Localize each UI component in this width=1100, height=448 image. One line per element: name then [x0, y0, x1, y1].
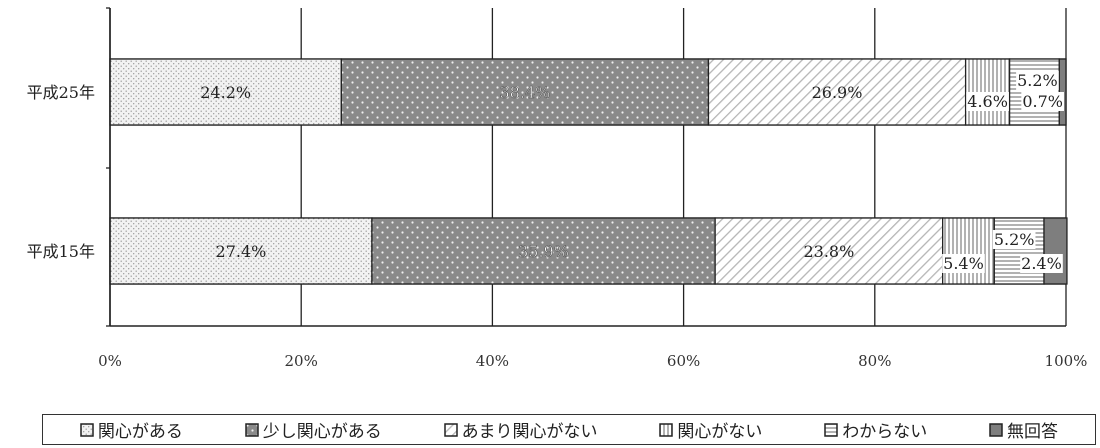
- legend: 関心がある 少し関心がある あまり関心がない 関心がない わからない 無回答: [42, 414, 1096, 445]
- data-label: 27.4%: [216, 242, 267, 261]
- category-label: 平成15年: [27, 242, 95, 261]
- legend-label: 関心がない: [677, 422, 763, 442]
- legend-swatch: [443, 422, 458, 437]
- legend-item: 無回答: [989, 417, 1058, 442]
- data-label-background: [966, 92, 1009, 111]
- data-label: 24.2%: [200, 83, 251, 102]
- data-label: 2.4%: [1021, 254, 1062, 273]
- x-tick-label: 20%: [285, 352, 318, 370]
- legend-swatch: [659, 422, 674, 437]
- bar-segment: [1043, 217, 1068, 285]
- bar-segment: [340, 58, 710, 126]
- legend-swatch: [989, 422, 1003, 437]
- legend-item: 関心がある: [80, 417, 183, 442]
- x-tick-label: 0%: [98, 352, 122, 370]
- data-label: 26.9%: [812, 83, 863, 102]
- data-labels: 24.2% 38.4% 26.9% 4.6% 5.2% 0.7% 27.4% 35.9% 23.…: [200, 71, 1064, 273]
- data-label: 5.4%: [943, 254, 984, 273]
- legend-item: わからない: [824, 417, 927, 442]
- bars: [109, 58, 1068, 285]
- data-label: 35.9%: [518, 242, 569, 261]
- x-tick-label: 80%: [858, 352, 891, 370]
- legend-label: あまり関心がない: [461, 422, 598, 442]
- legend-swatch: [824, 422, 838, 437]
- legend-item: 関心がない: [659, 417, 762, 442]
- x-tick-label: 40%: [476, 352, 509, 370]
- legend-item: 少し関心がある: [244, 417, 382, 442]
- x-tick-label: 100%: [1045, 352, 1088, 370]
- data-label-background: [1020, 254, 1063, 273]
- legend-swatch: [80, 422, 94, 437]
- bar-segment: [993, 217, 1045, 285]
- legend-item: あまり関心がない: [443, 417, 598, 442]
- bar-segment: [371, 217, 716, 285]
- category-label: 平成25年: [27, 83, 95, 102]
- data-label: 38.4%: [499, 83, 550, 102]
- data-label: 5.2%: [1017, 71, 1058, 90]
- data-label: 5.2%: [994, 230, 1035, 249]
- x-tick-label: 60%: [667, 352, 700, 370]
- data-label: 23.8%: [803, 242, 854, 261]
- legend-swatch: [244, 422, 259, 437]
- bar-segment: [707, 58, 967, 126]
- data-label-background: [942, 254, 985, 273]
- bar-segment: [714, 217, 944, 285]
- data-label-background: [1016, 71, 1059, 90]
- legend-label: 無回答: [1007, 422, 1059, 442]
- data-label: 0.7%: [1022, 92, 1063, 111]
- legend-label: 関心がある: [97, 422, 183, 442]
- data-label-background: [1021, 92, 1064, 111]
- data-label: 4.6%: [967, 92, 1008, 111]
- data-label-background: [992, 230, 1036, 249]
- bar-segment: [942, 217, 995, 285]
- legend-label: わからない: [842, 422, 928, 442]
- legend-label: 少し関心がある: [262, 422, 382, 442]
